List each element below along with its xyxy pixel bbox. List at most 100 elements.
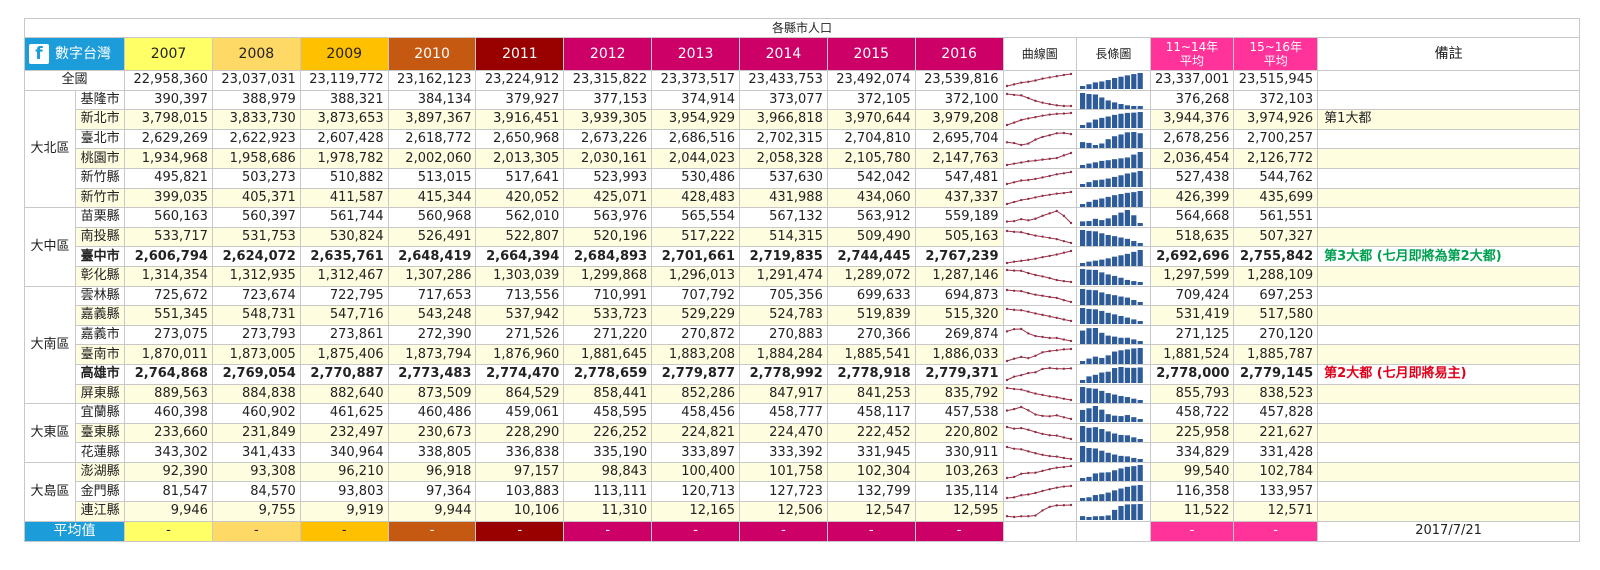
note-cell [1317,442,1580,463]
sparkbar-bar [1112,256,1118,266]
bar-chart-cell [1076,167,1151,189]
bar-chart-cell [1076,148,1151,169]
avg-11-14: 709,424 [1149,285,1235,307]
county-row: 臺東縣 233,660 231,849 232,497 230,673 228,290 22… [25,422,1580,444]
sparkline-point [1005,515,1008,518]
sparkline-path [1006,73,1071,87]
sparkbar-bar [1124,280,1131,286]
sparkline-point [1026,142,1030,145]
population-value: 388,979 [211,89,301,111]
year-header: 2013 [651,37,740,71]
year-header: 2012 [563,37,653,71]
sparkline-point [1005,496,1008,499]
sparkbar-bar [1080,142,1086,148]
line-chart-cell [1002,226,1078,248]
note-cell [1317,285,1580,307]
sparkbar-bar [1105,218,1111,227]
sparkline-point [1026,390,1030,393]
sparkline [1005,112,1072,127]
population-value: 1,876,960 [475,344,565,365]
line-chart-cell [1002,403,1078,424]
population-value: 135,114 [914,481,1004,503]
sparkbar-bar [1124,504,1131,521]
population-value: 510,882 [299,167,389,189]
sparkbar-bar [1086,447,1092,462]
bar-chart-header: 長條圖 [1076,37,1151,71]
sparkline-point [1069,437,1072,441]
population-value: 1,873,005 [211,344,301,365]
bar-chart-cell [1076,363,1151,385]
line-chart-cell [1002,207,1078,228]
sparkbar-bar [1099,332,1105,344]
sparkbar-bar [1131,457,1137,462]
population-value: 561,744 [299,207,389,228]
population-value: 1,884,284 [739,344,828,365]
sparkline-point [1033,177,1037,181]
sparkline-point [1012,83,1015,86]
county-name: 桃園市 [75,148,126,169]
note-cell [1317,128,1580,150]
sparkbar-bar [1105,116,1111,129]
sparkline-point [1069,222,1072,225]
sparkbar-bar [1086,182,1092,188]
population-value: 9,946 [124,501,213,522]
county-name: 臺中市 [75,246,126,267]
sparkbar-bar [1137,171,1143,188]
population-value: 372,105 [826,89,916,111]
sparkbar-bar [1131,105,1137,109]
sparkline-point [1069,241,1072,245]
sparkline-point [1069,418,1072,421]
population-value: 96,210 [299,461,389,483]
sparkbar-bar [1092,448,1099,462]
population-value: 530,824 [299,226,389,248]
population-value: 273,075 [124,324,213,346]
avg-15-16: 270,120 [1233,324,1319,346]
sparkline-point [1062,172,1065,175]
sparkbar-bar [1080,360,1086,364]
sparkline-point [1062,298,1065,302]
sparkline-point [1062,251,1065,254]
sheet-title: 各縣市人口 [24,18,1580,38]
sparkline-point [1012,309,1015,312]
population-value: 271,220 [563,324,653,346]
county-name: 澎湖縣 [75,461,126,483]
sparkbar-bar [1131,319,1137,325]
sparkbar [1080,386,1143,403]
sparkline-point [1055,434,1058,437]
population-value: 458,595 [563,403,653,424]
facebook-icon: f [29,44,49,64]
population-value: 515,320 [914,305,1004,326]
sparkbar-bar [1105,354,1111,364]
line-chart-cell [1002,246,1078,267]
average-dash: - [563,520,653,542]
sparkline-point [1005,308,1008,311]
population-value: 340,964 [299,442,389,463]
county-name: 金門縣 [75,481,126,503]
sparkbar-bar [1124,466,1131,481]
note-cell [1317,324,1580,346]
sparkline-point [1005,269,1008,272]
population-value: 12,506 [739,501,828,522]
population-value: 2,774,470 [475,363,565,385]
county-row: 金門縣 81,547 84,570 93,803 97,364 103,883 113,11… [25,481,1580,503]
sparkbar-bar [1086,269,1092,286]
sparkbar-bar [1105,293,1111,305]
sparkline-point [1055,296,1058,299]
note-cell: 第2大都 (七月即將易主) [1317,363,1580,385]
sparkline-point [1033,430,1037,434]
bar-chart-cell [1076,501,1151,522]
population-value: 1,287,146 [914,265,1004,287]
brand-cell[interactable]: f 數字台灣 [23,37,126,71]
population-value: 517,641 [475,167,565,189]
avg-11-14: 271,125 [1149,324,1235,346]
population-value: 270,872 [651,324,740,346]
county-name: 臺北市 [75,128,126,150]
population-value: 2,744,445 [826,246,916,267]
county-row: 高雄市 2,764,868 2,769,054 2,770,887 2,773,483 2… [25,363,1580,385]
line-chart-cell [1002,363,1078,385]
county-row: 花蓮縣 343,302 341,433 340,964 338,805 336,838 33… [25,442,1580,463]
sparkline-point [1040,367,1044,371]
sparkbar-bar [1124,253,1131,266]
sparkbar-bar [1092,161,1099,168]
sparkline-point [1040,432,1044,436]
